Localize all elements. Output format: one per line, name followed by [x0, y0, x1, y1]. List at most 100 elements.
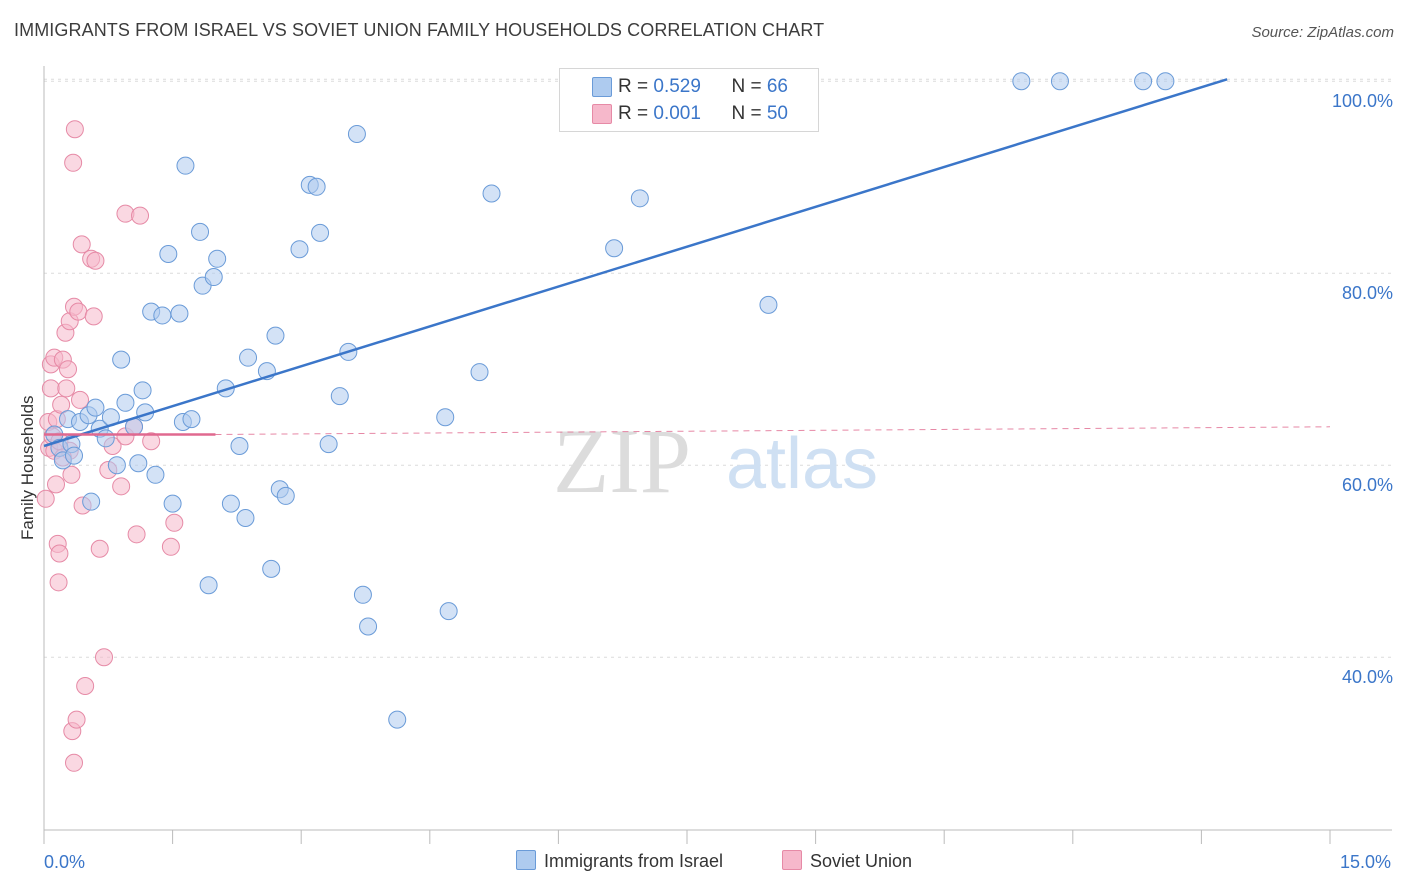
- israel-point: [82, 492, 101, 511]
- israel-point: [605, 239, 624, 258]
- chart-title: IMMIGRANTS FROM ISRAEL VS SOVIET UNION F…: [14, 20, 825, 40]
- soviet-point: [36, 489, 55, 508]
- soviet-point: [49, 573, 68, 592]
- israel-point: [107, 456, 126, 475]
- israel-point: [311, 223, 330, 242]
- data-points: [36, 72, 1175, 772]
- israel-point: [436, 408, 455, 427]
- y-tick-label: 40.0%: [1342, 667, 1393, 687]
- soviet-point: [76, 677, 95, 695]
- soviet-point: [47, 475, 66, 494]
- legend-n-label: N =: [731, 76, 767, 97]
- soviet-point: [86, 251, 105, 270]
- bottom-legend-label-israel: Immigrants from Israel: [544, 851, 724, 871]
- israel-point: [116, 393, 135, 412]
- trend-lines: [43, 78, 1331, 448]
- legend-n-label: N =: [731, 103, 767, 124]
- israel-point: [230, 437, 249, 455]
- israel-point: [182, 410, 201, 429]
- israel-point: [630, 189, 649, 208]
- soviet-point: [131, 206, 150, 225]
- israel-point: [163, 494, 182, 513]
- y-tick-label: 60.0%: [1342, 475, 1393, 495]
- israel-point: [388, 710, 407, 729]
- soviet-point: [65, 120, 84, 139]
- soviet-point: [67, 710, 86, 729]
- soviet-point: [50, 544, 69, 563]
- israel-point: [153, 306, 172, 325]
- soviet-point: [65, 753, 84, 772]
- israel-point: [208, 249, 227, 268]
- soviet-point: [142, 432, 161, 451]
- legend-row-soviet: R = 0.001 N = 50: [592, 102, 788, 126]
- israel-point: [170, 304, 189, 323]
- source-label: Source: ZipAtlas.com: [1251, 24, 1394, 41]
- grid-lines: [44, 78, 1392, 658]
- israel-point: [266, 326, 285, 345]
- israel-point: [159, 245, 178, 263]
- bottom-legend-israel: Immigrants from Israel: [516, 850, 723, 872]
- israel-point: [112, 350, 131, 369]
- soviet-point: [69, 302, 88, 321]
- soviet-trend-extension: [215, 426, 1331, 435]
- israel-point: [65, 446, 84, 465]
- soviet-point: [72, 235, 91, 254]
- soviet-point: [62, 465, 81, 484]
- legend-row-israel: R = 0.529 N = 66: [592, 75, 788, 99]
- israel-point: [129, 454, 148, 473]
- soviet-point: [64, 153, 83, 172]
- soviet-point: [127, 525, 146, 544]
- soviet-point: [112, 477, 131, 496]
- soviet-point: [84, 307, 103, 326]
- axes: [43, 66, 1392, 844]
- y-axis-label: Family Households: [18, 395, 37, 540]
- soviet-point: [57, 379, 76, 398]
- israel-trend-line: [43, 78, 1228, 448]
- israel-point: [1156, 72, 1175, 91]
- israel-point: [133, 381, 152, 400]
- israel-point: [330, 387, 349, 406]
- y-tick-label: 100.0%: [1332, 91, 1393, 111]
- series-israel: [45, 72, 1175, 729]
- israel-point: [1050, 72, 1069, 91]
- israel-point: [290, 240, 309, 259]
- legend-swatch-soviet: [592, 104, 612, 124]
- correlation-legend: R = 0.529 N = 66 R = 0.001 N = 50: [559, 68, 819, 132]
- israel-point: [236, 509, 255, 527]
- soviet-point: [59, 360, 78, 379]
- israel-point: [221, 494, 240, 513]
- soviet-point: [71, 390, 90, 409]
- israel-point: [439, 602, 458, 621]
- watermark-zip: ZIP: [553, 410, 691, 512]
- bottom-legend-swatch-israel: [516, 850, 536, 870]
- israel-point: [191, 222, 210, 241]
- israel-point: [199, 576, 218, 595]
- israel-point: [759, 295, 778, 314]
- bottom-legend-label-soviet: Soviet Union: [810, 851, 913, 871]
- legend-r-value-soviet: 0.001: [653, 103, 701, 124]
- x-tick-min: 0.0%: [44, 852, 86, 872]
- soviet-point: [95, 648, 114, 667]
- legend-r-label: R =: [618, 103, 654, 124]
- y-tick-labels: 40.0% 60.0% 80.0% 100.0%: [1332, 91, 1393, 687]
- soviet-point: [41, 379, 60, 398]
- legend-swatch-israel: [592, 77, 612, 97]
- soviet-point: [161, 537, 180, 556]
- legend-n-value-israel: 66: [766, 76, 788, 97]
- israel-point: [353, 585, 372, 604]
- bottom-legend-swatch-soviet: [782, 850, 802, 870]
- soviet-point: [165, 513, 184, 532]
- legend-r-label: R =: [618, 76, 654, 97]
- soviet-point: [52, 395, 71, 414]
- israel-point: [262, 559, 281, 578]
- israel-point: [1012, 72, 1031, 91]
- israel-point: [146, 465, 165, 484]
- legend-r-value-israel: 0.529: [653, 76, 701, 97]
- israel-point: [482, 184, 501, 203]
- israel-point: [319, 435, 338, 454]
- soviet-point: [90, 539, 109, 558]
- israel-point: [1134, 72, 1153, 91]
- israel-point: [239, 348, 258, 367]
- x-tick-max: 15.0%: [1340, 852, 1392, 872]
- israel-point: [96, 429, 115, 448]
